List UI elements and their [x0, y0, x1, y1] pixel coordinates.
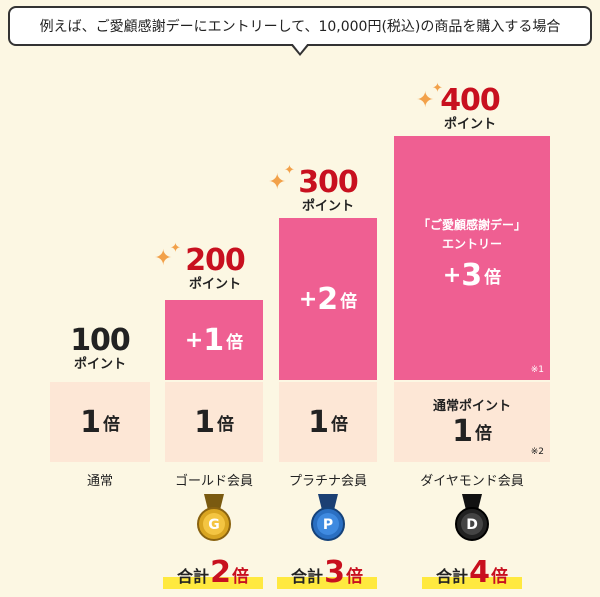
platinum-medal-icon: P	[311, 494, 345, 541]
highlight	[277, 577, 377, 589]
header-text: 例えば、ご愛顧感謝デーにエントリーして、10,000円(税込)の商品を購入する場…	[39, 19, 561, 35]
header-bubble: 例えば、ご愛顧感謝デーにエントリーして、10,000円(税込)の商品を購入する場…	[8, 6, 592, 46]
note-1: ※1	[530, 365, 544, 375]
total-platinum: 合計 3 倍	[277, 555, 377, 591]
bubble-tail-inner	[292, 43, 308, 53]
tier-label-regular: 通常	[86, 474, 113, 489]
highlight	[163, 577, 263, 589]
tier-label-diamond: ダイヤモンド会員	[420, 474, 524, 489]
points-diamond: 400 ポイント	[440, 83, 501, 132]
sparkle-icon: ✦	[432, 81, 443, 96]
points-regular: 100 ポイント	[70, 323, 131, 372]
svg-text:P: P	[323, 517, 333, 533]
tier-label-platinum: プラチナ会員	[288, 474, 367, 489]
points-platinum: 300 ポイント	[298, 165, 359, 214]
bonus-box-gold: +1 倍	[165, 300, 263, 380]
sparkle-icon: ✦	[170, 241, 181, 256]
sparkle-icon: ✦	[284, 163, 295, 178]
sparkle-icon: ✦	[154, 246, 173, 271]
bonus-box-diamond: 「ご愛顧感謝デー」 エントリー +3 倍 ※1	[394, 136, 550, 380]
svg-text:G: G	[208, 517, 220, 533]
note-2: ※2	[530, 447, 544, 457]
tier-label-gold: ゴールド会員	[174, 474, 253, 489]
points-gold: 200 ポイント	[185, 243, 246, 292]
gold-medal-icon: G	[197, 494, 231, 541]
svg-text:D: D	[466, 517, 478, 533]
bonus-box-platinum: +2 倍	[279, 218, 377, 380]
total-gold: 合計 2 倍	[163, 555, 263, 591]
sparkle-icon: ✦	[268, 170, 287, 195]
highlight	[422, 577, 522, 589]
total-diamond: 合計 4 倍	[422, 555, 522, 591]
diamond-medal-icon: D	[455, 494, 489, 541]
sparkle-icon: ✦	[416, 88, 435, 113]
